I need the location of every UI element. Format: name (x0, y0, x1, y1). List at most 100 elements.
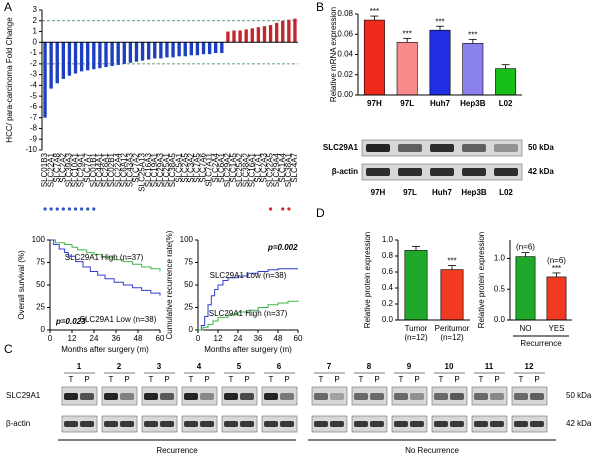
blot-strip (221, 415, 258, 433)
y-tick-label: 0.5 (494, 284, 506, 293)
lane-label: T (399, 375, 404, 384)
lane-label: T (189, 375, 194, 384)
x-tick-label: SLC29A2 (223, 152, 232, 187)
bar (128, 42, 133, 63)
y-tick-label: 0 (41, 325, 46, 334)
x-tick-label: SLC25A1 (162, 152, 171, 187)
blot-band (366, 168, 390, 176)
bar (153, 42, 157, 59)
lane-label: P (374, 375, 379, 384)
x-tick-label: SLC7A2 (132, 152, 141, 182)
x-tick-label: 48 (274, 334, 283, 343)
blot-band (514, 393, 528, 400)
blot-strip (471, 415, 508, 433)
blot-strip (141, 415, 178, 433)
sample-label: 7 (327, 362, 332, 371)
y-tick-label: 1.0 (494, 254, 506, 263)
blot-band (394, 421, 408, 427)
x-tick-label: SLC22A4 (113, 152, 122, 187)
sample-label: 12 (525, 362, 534, 371)
x-tick-label: 0 (196, 334, 201, 343)
blot-band (120, 421, 134, 427)
x-tick-label: SLC43A3 (125, 152, 134, 187)
lane-label: T (149, 375, 154, 384)
bar (396, 42, 418, 96)
group-label: Recurrence (156, 446, 198, 455)
x-tick-label: SLC39A3 (65, 152, 74, 187)
blot-band (120, 393, 134, 400)
y-axis-label: Relative protein expression (477, 232, 486, 329)
blot-lane-label: Hep3B (461, 188, 487, 197)
x-tick-label: SLC6A12 (119, 152, 128, 187)
x-tick-label: 36 (112, 334, 121, 343)
blot-band (490, 421, 504, 427)
blot-size-label: 50 kDa (528, 143, 554, 152)
y-axis-label: Overall survival (%) (17, 250, 26, 320)
x-tick-label: Huh7 (430, 99, 451, 108)
blot-strip (391, 415, 428, 433)
blot-strip (61, 386, 98, 406)
x-tick-label: Hep3B (460, 99, 486, 108)
bar (146, 42, 151, 60)
x-tick-label: SLC25A13 (138, 152, 147, 191)
lane-label: P (244, 375, 249, 384)
blot-strip (221, 386, 258, 406)
y-tick-label: -2 (30, 59, 38, 68)
x-tick-label: YES (548, 324, 564, 333)
y-tick-label: 50 (184, 280, 193, 289)
x-tick-label: SLC1A4 (278, 152, 287, 182)
blot-size-label: 50 kDa (566, 391, 592, 400)
bar (177, 42, 181, 57)
bar (462, 43, 484, 96)
y-tick-label: 1 (33, 27, 38, 36)
gene-marker (268, 207, 273, 211)
significance: *** (403, 29, 412, 38)
blot-strip (311, 386, 348, 406)
bar (86, 42, 90, 71)
lane-label: T (359, 375, 364, 384)
bar (159, 42, 163, 59)
x-tick-label: SLC38A2 (241, 152, 250, 187)
x-tick-label: SLC2A5 (180, 152, 189, 182)
y-axis-label: Cumulative recurrence rate(%) (165, 230, 174, 339)
blot-band (370, 393, 384, 400)
gene-marker (86, 207, 90, 211)
x-axis-label: Recurrence (520, 339, 562, 348)
bar (183, 42, 187, 57)
bar (546, 276, 567, 321)
blot-band (184, 421, 198, 427)
blot-band (314, 393, 328, 400)
x-tick-label: SLC38A5 (168, 152, 177, 187)
bar (49, 42, 53, 89)
blot-band (494, 168, 518, 176)
lane-label: P (84, 375, 89, 384)
gene-marker (55, 207, 59, 211)
x-tick-label: 48 (134, 334, 143, 343)
blot-band (410, 421, 424, 427)
y-tick-label: 25 (36, 303, 45, 312)
y-tick-label: 0.06 (337, 29, 353, 38)
blot-band (80, 421, 94, 427)
bar-note: (n=6) (547, 256, 566, 265)
bar (92, 42, 96, 70)
bar (232, 30, 236, 43)
y-axis-label: HCC/ para-carcinoma Fold Change (5, 17, 14, 143)
y-tick-label: 1.0 (382, 235, 394, 244)
gene-marker (49, 207, 53, 211)
blot-band (462, 144, 486, 152)
bar (140, 42, 145, 61)
bar (171, 42, 175, 58)
blot-band (370, 421, 384, 427)
significance: *** (468, 30, 477, 39)
blot-band (494, 144, 518, 152)
blot-band (430, 144, 454, 152)
x-tick-label: SLC2A2 (58, 152, 67, 182)
blot-strip (431, 415, 468, 433)
y-tick-label: 100 (180, 235, 194, 244)
lane-label: P (284, 375, 289, 384)
y-tick-label: 0.8 (382, 251, 394, 260)
significance: *** (447, 257, 456, 266)
x-tick-label: SLC44A1 (95, 152, 104, 187)
x-tick-label: SLC5A1 (174, 152, 183, 182)
gene-marker (73, 207, 78, 211)
